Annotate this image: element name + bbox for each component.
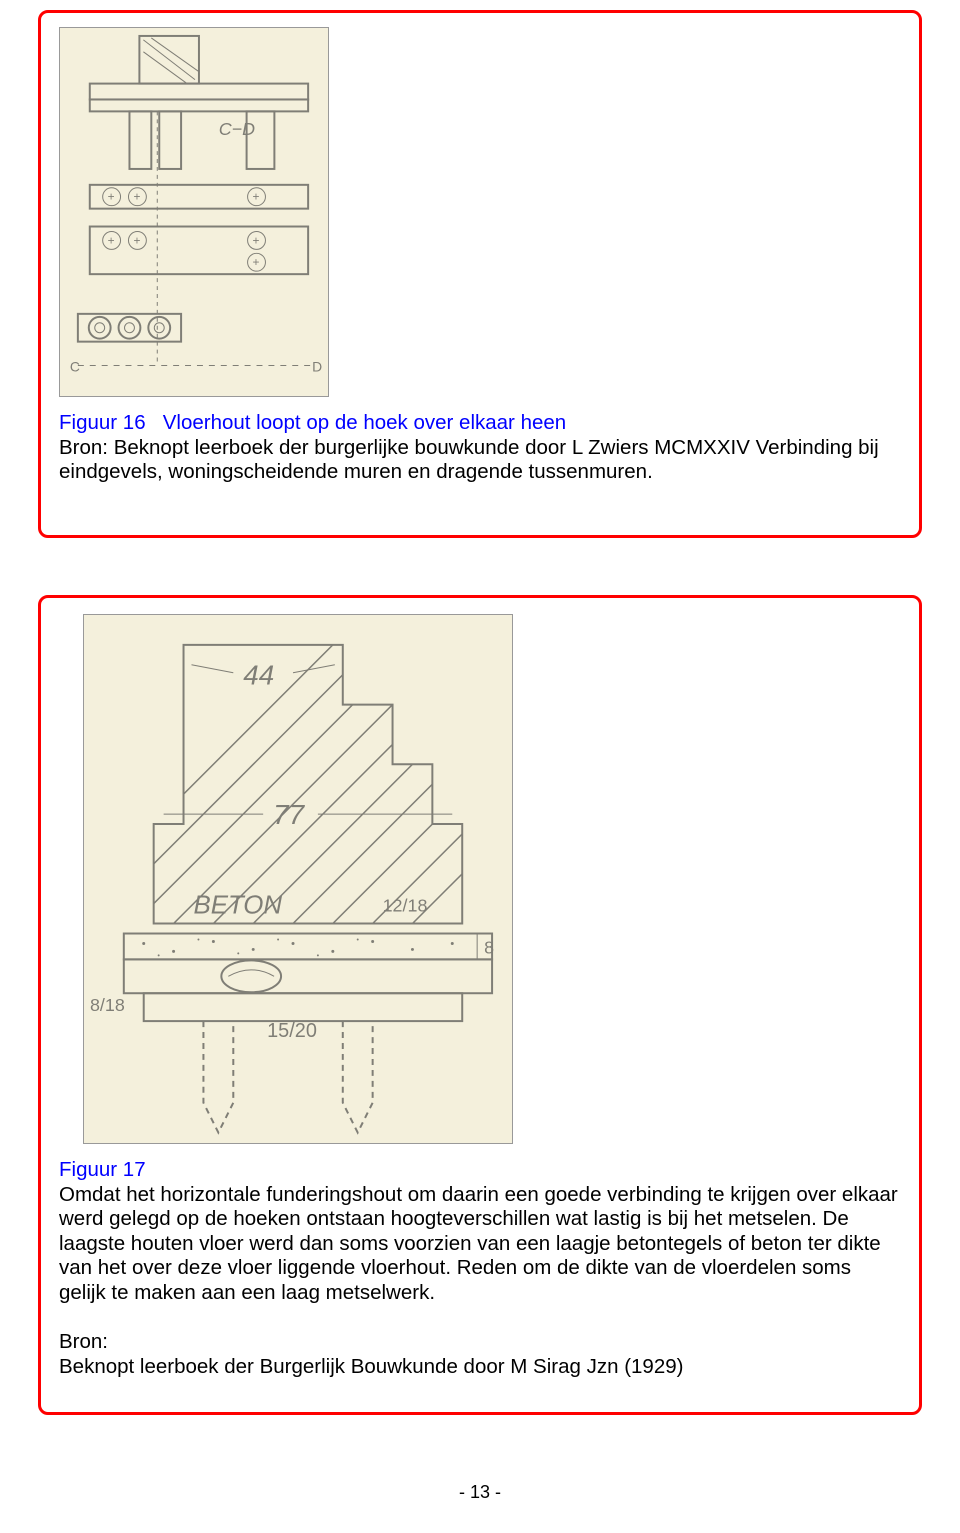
figure-16-caption: Figuur 16 Vloerhout loopt op de hoek ove… <box>59 411 901 485</box>
figure-17-label: Figuur 17 <box>59 1158 146 1181</box>
figure-17-body: Omdat het horizontale funderingshout om … <box>59 1183 898 1304</box>
svg-text:D: D <box>312 358 322 374</box>
svg-text:+: + <box>133 190 140 204</box>
svg-text:C: C <box>70 358 80 374</box>
svg-text:+: + <box>253 190 260 204</box>
svg-text:BETON: BETON <box>193 892 282 920</box>
svg-text:77: 77 <box>273 799 305 830</box>
figure-16-card: C−D + + + + + + + C D Figuur 16 Vloerhou… <box>38 10 922 538</box>
figure-16-drawing-svg: C−D + + + + + + + C D <box>60 28 328 395</box>
svg-text:8/18: 8/18 <box>90 995 125 1015</box>
figure-17-card: 44 77 BETON 12/18 8 <box>38 595 922 1415</box>
svg-text:+: + <box>253 255 260 269</box>
caption-spacer <box>151 411 162 434</box>
figure-16-body: Bron: Beknopt leerboek der burgerlijke b… <box>59 436 879 484</box>
svg-text:+: + <box>133 233 140 247</box>
figure-17-caption: Figuur 17 Omdat het horizontale funderin… <box>59 1158 901 1379</box>
svg-text:12/18: 12/18 <box>383 896 428 916</box>
figure-17-source-text: Beknopt leerboek der Burgerlijk Bouwkund… <box>59 1355 683 1378</box>
figure-17-image: 44 77 BETON 12/18 8 <box>83 614 513 1144</box>
svg-text:+: + <box>108 233 115 247</box>
figure-16-image: C−D + + + + + + + C D <box>59 27 329 397</box>
figure-17-drawing-svg: 44 77 BETON 12/18 8 <box>84 615 512 1143</box>
svg-text:15/20: 15/20 <box>267 1020 317 1042</box>
figure-16-title: Vloerhout loopt op de hoek over elkaar h… <box>163 411 566 434</box>
svg-text:+: + <box>108 190 115 204</box>
page-number: - 13 - <box>0 1482 960 1503</box>
figure-17-source-label: Bron: <box>59 1330 108 1353</box>
svg-text:+: + <box>253 233 260 247</box>
svg-text:8: 8 <box>484 937 494 957</box>
svg-text:C−D: C−D <box>219 119 255 139</box>
figure-16-label: Figuur 16 <box>59 411 146 434</box>
svg-text:44: 44 <box>243 660 274 691</box>
